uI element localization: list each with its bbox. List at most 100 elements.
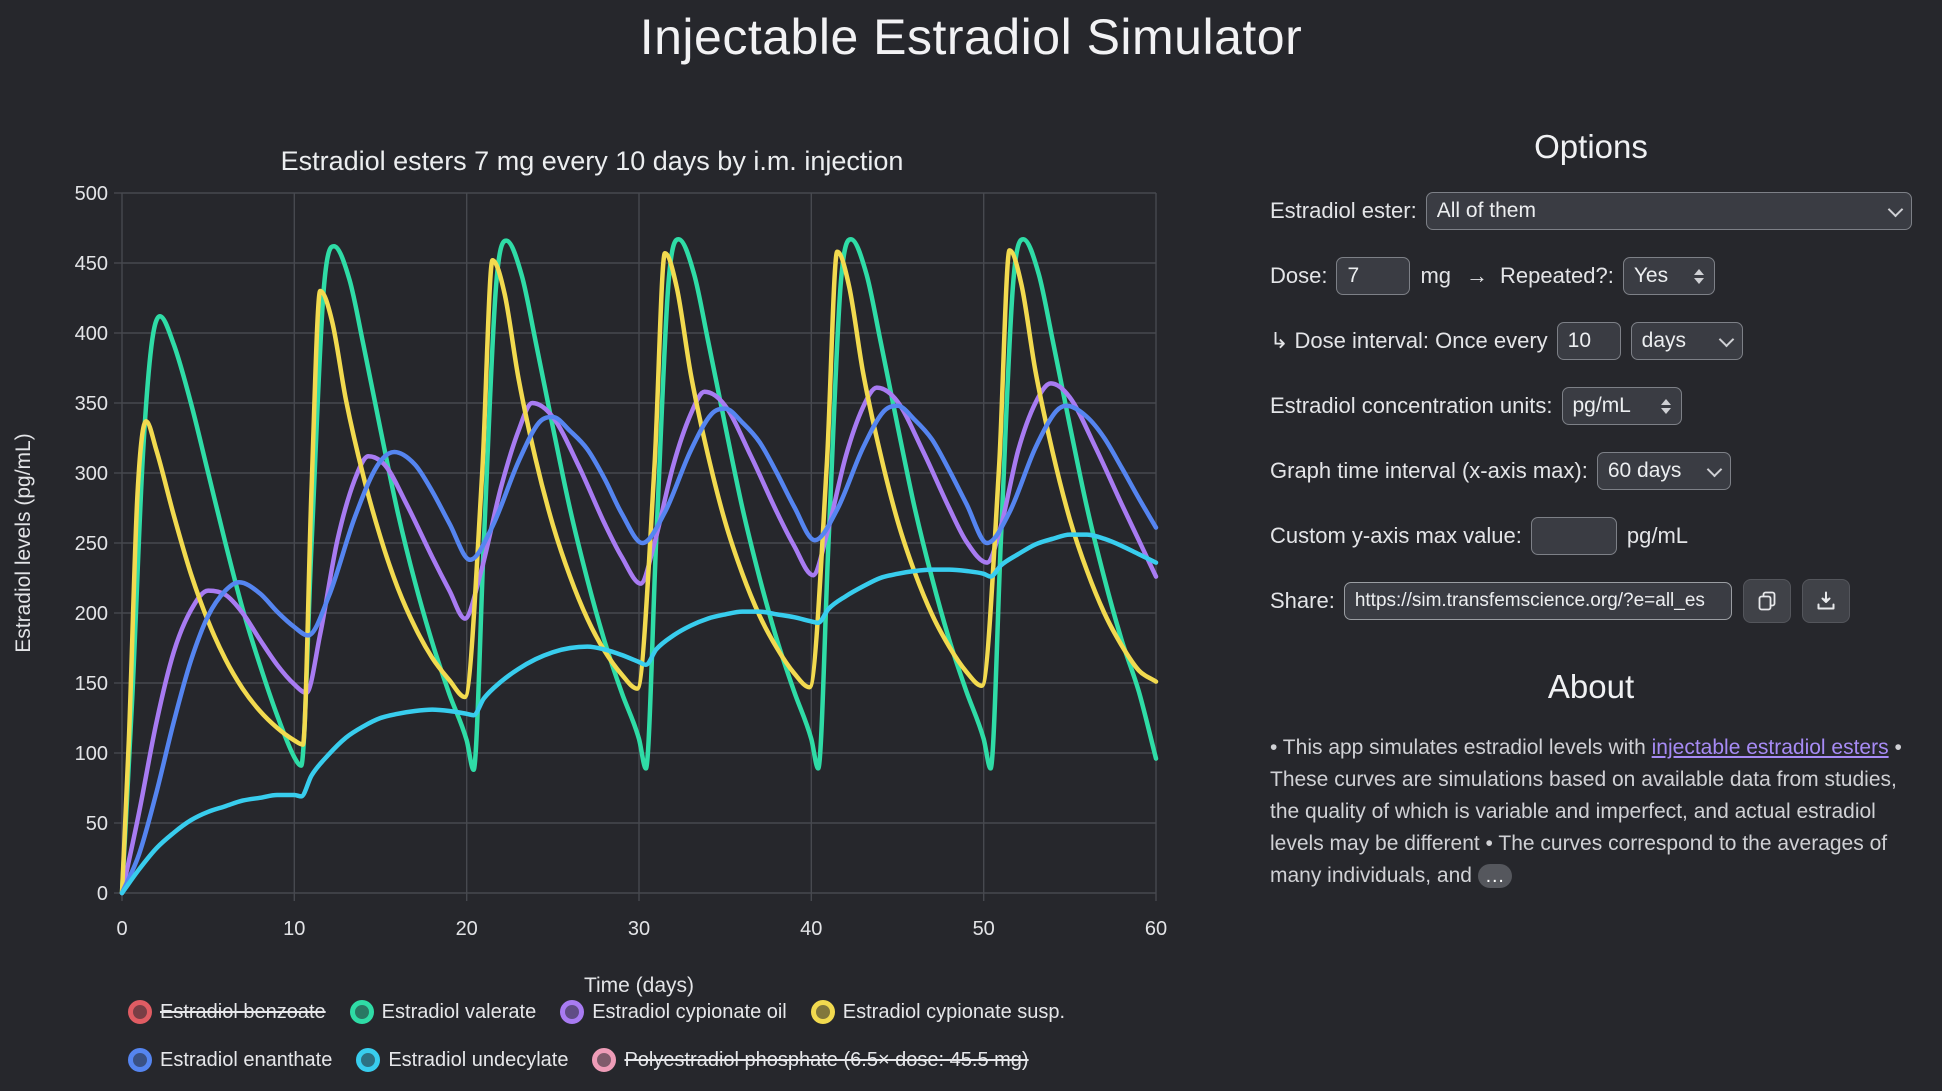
chart-canvas[interactable]: Estradiol esters 7 mg every 10 days by i… xyxy=(0,115,1180,1005)
svg-text:50: 50 xyxy=(86,813,108,835)
curve-estradiol-undecylate xyxy=(119,532,1159,896)
legend-item-estradiol-cypionate-susp[interactable]: Estradiol cypionate susp. xyxy=(810,1000,1066,1024)
arrow-right-icon: → xyxy=(1466,263,1489,288)
estradiol-ester-select[interactable]: All of them xyxy=(1425,192,1912,230)
svg-text:0: 0 xyxy=(97,883,108,905)
graph-interval-select[interactable]: 60 days xyxy=(1596,452,1731,490)
svg-text:350: 350 xyxy=(75,393,108,415)
options-heading: Options xyxy=(1534,128,1648,165)
ymax-input[interactable] xyxy=(1530,517,1617,555)
concentration-units-select[interactable]: pg/mL xyxy=(1561,387,1682,425)
dose-interval-input[interactable] xyxy=(1556,322,1621,360)
about-text-part1: • This app simulates estradiol levels wi… xyxy=(1270,736,1652,759)
legend-marker-circle xyxy=(128,1048,152,1072)
ymax-unit-label: pg/mL xyxy=(1626,523,1689,548)
curve-estradiol-cypionate-oil xyxy=(119,381,1159,896)
svg-text:200: 200 xyxy=(75,603,108,625)
legend-item-estradiol-cypionate-oil[interactable]: Estradiol cypionate oil xyxy=(560,1000,787,1024)
option-row-graph-interval: Graph time interval (x-axis max): 60 day… xyxy=(1270,452,1912,490)
svg-text:500: 500 xyxy=(75,183,108,205)
legend-marker-circle xyxy=(356,1048,381,1072)
svg-text:60: 60 xyxy=(1145,918,1167,940)
share-label: Share: xyxy=(1270,588,1335,613)
concentration-units-label: Estradiol concentration units: xyxy=(1270,393,1553,418)
spinner-updown-icon xyxy=(1693,268,1704,284)
svg-text:40: 40 xyxy=(800,918,822,940)
legend-marker-circle xyxy=(810,1000,835,1024)
repeated-label: Repeated?: xyxy=(1500,263,1614,288)
svg-text:50: 50 xyxy=(973,918,995,940)
download-icon xyxy=(1814,589,1838,613)
page-title: Injectable Estradiol Simulator xyxy=(639,9,1303,65)
share-url-input[interactable] xyxy=(1343,582,1732,620)
legend-marker-circle xyxy=(560,1000,585,1024)
curve-estradiol-valerate xyxy=(119,236,1159,896)
svg-text:150: 150 xyxy=(75,673,108,695)
dose-input[interactable] xyxy=(1336,257,1411,295)
about-text-part2: • These curves are simulations based on … xyxy=(1270,736,1902,887)
dose-interval-unit-value: days xyxy=(1641,329,1687,352)
option-row-share: Share: xyxy=(1270,579,1912,623)
legend-label: Polyestradiol phosphate (6.5× dose: 45.5… xyxy=(624,1048,1029,1071)
option-row-interval: ↳ Dose interval: Once every days xyxy=(1270,322,1912,360)
svg-text:400: 400 xyxy=(75,323,108,345)
legend-marker-circle xyxy=(592,1048,617,1072)
svg-text:0: 0 xyxy=(116,918,127,940)
graph-interval-value: 60 days xyxy=(1607,459,1682,482)
option-row-ymax: Custom y-axis max value: pg/mL xyxy=(1270,517,1912,555)
svg-text:30: 30 xyxy=(628,918,650,940)
download-image-button[interactable] xyxy=(1801,579,1850,623)
legend-label: Estradiol cypionate susp. xyxy=(842,1000,1066,1023)
svg-text:450: 450 xyxy=(75,253,108,275)
chevron-down-icon xyxy=(1706,461,1723,477)
legend-item-polyestradiol-phosphate-6-5-dose-45-5-mg[interactable]: Polyestradiol phosphate (6.5× dose: 45.5… xyxy=(592,1048,1029,1072)
repeated-select[interactable]: Yes xyxy=(1622,257,1715,295)
about-heading: About xyxy=(1547,668,1635,705)
legend-label: Estradiol valerate xyxy=(381,1000,537,1023)
expand-about-button[interactable]: … xyxy=(1477,864,1512,889)
ymax-label: Custom y-axis max value: xyxy=(1270,523,1522,548)
legend-item-estradiol-enanthate[interactable]: Estradiol enanthate xyxy=(128,1048,332,1072)
estradiol-ester-label: Estradiol ester: xyxy=(1270,198,1417,223)
estradiol-ester-value: All of them xyxy=(1436,199,1536,222)
about-text: • This app simulates estradiol levels wi… xyxy=(1270,732,1912,892)
svg-text:20: 20 xyxy=(456,918,478,940)
copy-link-button[interactable] xyxy=(1742,579,1791,623)
curve-estradiol-cypionate-susp xyxy=(119,248,1159,896)
concentration-units-value: pg/mL xyxy=(1572,394,1631,417)
svg-text:100: 100 xyxy=(75,743,108,765)
legend-label: Estradiol benzoate xyxy=(160,1000,326,1023)
chart-ticks: 0 50 100 150 200 250 300 350 400 450 500… xyxy=(75,183,1168,940)
chevron-down-icon xyxy=(1887,201,1904,217)
legend-label: Estradiol undecylate xyxy=(388,1048,569,1071)
legend-item-estradiol-valerate[interactable]: Estradiol valerate xyxy=(349,1000,537,1024)
option-row-dose: Dose: mg → Repeated?: Yes xyxy=(1270,257,1912,295)
x-axis-label: Time (days) xyxy=(584,974,694,997)
chevron-down-icon xyxy=(1718,331,1734,347)
legend-item-estradiol-benzoate[interactable]: Estradiol benzoate xyxy=(128,1000,326,1024)
y-axis-label: Estradiol levels (pg/mL) xyxy=(12,433,35,652)
legend-label: Estradiol enanthate xyxy=(160,1048,333,1071)
dose-unit-label: mg xyxy=(1420,263,1452,288)
legend-label: Estradiol cypionate oil xyxy=(592,1000,787,1023)
spinner-updown-icon xyxy=(1660,398,1671,414)
legend-marker-circle xyxy=(128,1000,152,1024)
chart-title: Estradiol esters 7 mg every 10 days by i… xyxy=(281,146,904,176)
option-row-units: Estradiol concentration units: pg/mL xyxy=(1270,387,1912,425)
dose-label: Dose: xyxy=(1270,263,1328,288)
copy-icon xyxy=(1755,589,1779,613)
chart-legend: Estradiol benzoate Estradiol valerate Estr… xyxy=(128,1000,1173,1072)
injectable-esters-link[interactable]: injectable estradiol esters xyxy=(1651,736,1889,759)
legend-item-estradiol-undecylate[interactable]: Estradiol undecylate xyxy=(356,1048,568,1072)
legend-marker-circle xyxy=(349,1000,374,1024)
repeated-value: Yes xyxy=(1633,264,1669,287)
dose-interval-label: ↳ Dose interval: Once every xyxy=(1270,328,1548,353)
graph-interval-label: Graph time interval (x-axis max): xyxy=(1270,458,1588,483)
options-panel: Options Estradiol ester: All of them Dos… xyxy=(1270,128,1912,892)
dose-interval-unit-select[interactable]: days xyxy=(1630,322,1743,360)
svg-text:250: 250 xyxy=(75,533,108,555)
svg-text:300: 300 xyxy=(75,463,108,485)
svg-text:10: 10 xyxy=(283,918,305,940)
curve-estradiol-enanthate xyxy=(119,403,1159,896)
option-row-ester: Estradiol ester: All of them xyxy=(1270,192,1912,230)
